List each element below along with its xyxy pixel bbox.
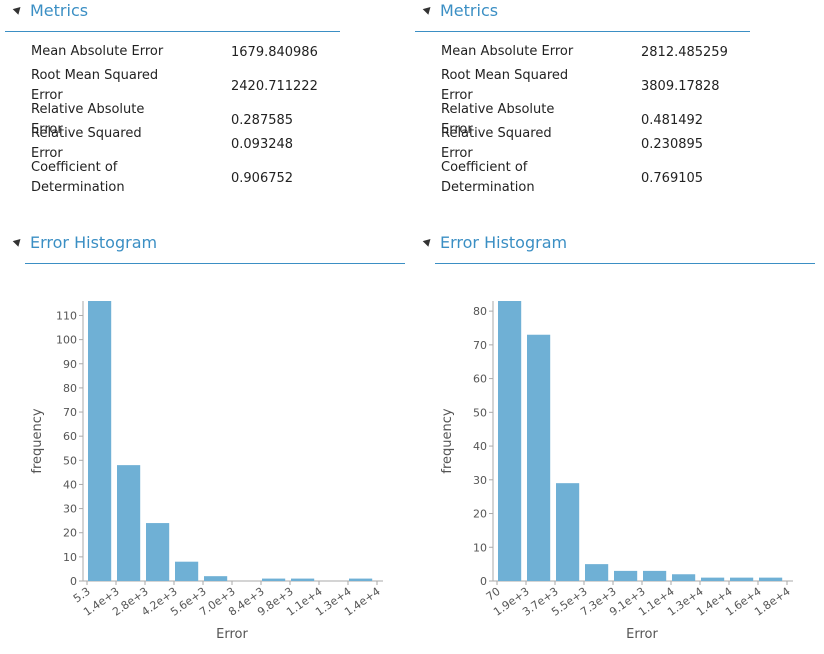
bar (556, 483, 580, 581)
metric-value: 2420.711222 (231, 78, 318, 94)
section-title: Metrics (30, 1, 89, 20)
divider (25, 263, 405, 264)
metric-row: Coefficient of Determination 0.906752 (31, 156, 293, 200)
y-axis-label: frequency (440, 408, 455, 474)
y-axis-label: frequency (30, 408, 45, 474)
y-tick-label: 20 (63, 527, 77, 540)
bar (349, 578, 373, 581)
y-tick-label: 90 (63, 358, 77, 371)
y-tick-label: 30 (473, 474, 487, 487)
metric-value: 0.481492 (641, 112, 704, 128)
metric-label: Root Mean Squared Error (31, 68, 159, 103)
y-tick-label: 70 (63, 406, 77, 419)
bar (204, 576, 228, 581)
bar (730, 577, 754, 581)
metric-row: Relative Absolute Error 0.481492 (441, 102, 704, 137)
y-tick-label: 50 (63, 454, 77, 467)
metric-value: 1679.840986 (231, 44, 318, 60)
metric-label: Root Mean Squared Error (441, 68, 569, 103)
metric-row: Coefficient of Determination 0.769105 (441, 156, 703, 200)
divider (415, 31, 750, 32)
y-tick-label: 0 (70, 575, 77, 588)
bar (614, 570, 638, 581)
bar (672, 574, 696, 581)
metric-row: Relative Squared Error 0.230895 (441, 126, 704, 161)
divider (435, 263, 815, 264)
bar (585, 564, 609, 581)
bar (527, 334, 551, 581)
metric-value: 0.906752 (231, 170, 294, 186)
bar (701, 577, 725, 581)
bar (759, 577, 783, 581)
metric-label: Mean Absolute Error (31, 44, 164, 59)
metric-label: Relative Squared Error (441, 126, 552, 161)
bar (643, 570, 667, 581)
metric-row: Root Mean Squared Error 2420.711222 (31, 64, 318, 108)
y-tick-label: 40 (63, 478, 77, 491)
y-tick-label: 40 (473, 440, 487, 453)
section-title: Metrics (440, 1, 499, 20)
bar (498, 301, 522, 581)
y-tick-label: 70 (473, 339, 487, 352)
y-tick-label: 60 (473, 373, 487, 386)
metric-label: Relative Absolute Error (441, 102, 555, 137)
metric-label: Coefficient of Determination (441, 160, 535, 195)
y-tick-label: 50 (473, 406, 487, 419)
bar (88, 301, 112, 581)
metric-value: 0.230895 (641, 136, 704, 152)
y-tick-label: 60 (63, 430, 77, 443)
y-tick-label: 80 (63, 382, 77, 395)
bar (291, 578, 315, 581)
x-axis-label: Error (626, 627, 658, 642)
metric-value: 3809.17828 (641, 78, 720, 94)
metric-value: 2812.485259 (641, 44, 728, 60)
metric-value: 0.093248 (231, 136, 294, 152)
metric-label: Relative Squared Error (31, 126, 142, 161)
y-tick-label: 80 (473, 305, 487, 318)
metric-label: Relative Absolute Error (31, 102, 145, 137)
x-axis-label: Error (216, 627, 248, 642)
metric-label: Mean Absolute Error (441, 44, 574, 59)
chart-title: Error Histogram (440, 233, 568, 252)
bar (262, 578, 286, 581)
bar (117, 465, 141, 581)
metric-label: Coefficient of Determination (31, 160, 125, 195)
bar (146, 523, 170, 581)
y-tick-label: 20 (473, 508, 487, 521)
y-tick-label: 30 (63, 503, 77, 516)
chart-title: Error Histogram (30, 233, 158, 252)
y-tick-label: 10 (473, 541, 487, 554)
metric-row: Relative Squared Error 0.093248 (31, 126, 294, 161)
y-tick-label: 100 (56, 334, 77, 347)
metric-row: Relative Absolute Error 0.287585 (31, 102, 294, 137)
metric-row: Root Mean Squared Error 3809.17828 (441, 64, 720, 108)
y-tick-label: 0 (480, 575, 487, 588)
divider (5, 31, 340, 32)
metric-value: 0.287585 (231, 112, 294, 128)
metric-value: 0.769105 (641, 170, 704, 186)
metric-row: Mean Absolute Error 1679.840986 (31, 40, 318, 64)
y-tick-label: 10 (63, 551, 77, 564)
metric-row: Mean Absolute Error 2812.485259 (441, 40, 728, 64)
y-tick-label: 110 (56, 309, 77, 322)
bar (175, 561, 199, 581)
